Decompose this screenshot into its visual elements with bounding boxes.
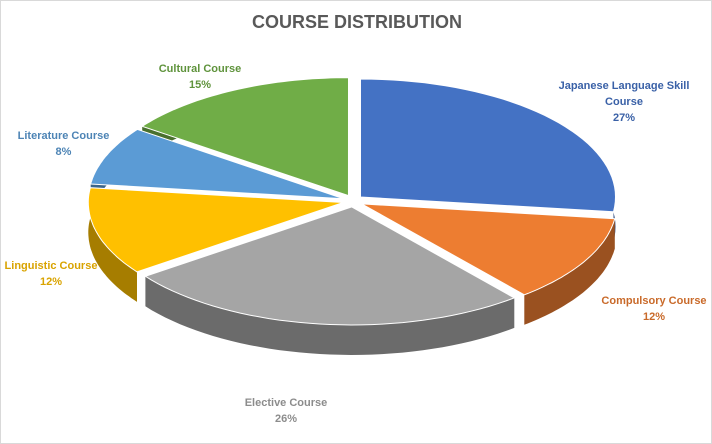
slice <box>87 187 344 273</box>
value-label: 8% <box>55 146 72 158</box>
data-label: Cultural Course 15% <box>145 61 255 93</box>
data-label: Elective Course 26% <box>231 395 341 427</box>
value-label: 27% <box>612 112 636 124</box>
slice-side <box>524 218 615 325</box>
slice <box>361 203 616 296</box>
data-label: Japanese Language Skill Course 27% <box>549 78 699 126</box>
data-label: Linguistic Course 12% <box>1 258 101 290</box>
category-label: Compulsory Course <box>601 295 707 307</box>
data-label: Compulsory Course 12% <box>599 293 709 325</box>
category-label: Japanese Language Skill Course <box>558 80 690 108</box>
slice <box>144 206 516 326</box>
value-label: 12% <box>39 276 63 288</box>
slice <box>90 128 344 200</box>
value-label: 15% <box>188 79 212 91</box>
chart-title: COURSE DISTRIBUTION <box>251 12 462 32</box>
slice <box>359 78 617 213</box>
slice-side <box>88 187 137 302</box>
slice-side <box>145 276 515 355</box>
value-label: 12% <box>642 311 666 323</box>
category-label: Cultural Course <box>158 63 242 75</box>
slice <box>141 77 350 197</box>
value-label: 26% <box>274 413 298 425</box>
category-label: Linguistic Course <box>4 260 98 272</box>
category-label: Elective Course <box>244 397 328 409</box>
category-label: Literature Course <box>17 130 110 142</box>
data-label: Literature Course 8% <box>1 128 126 160</box>
